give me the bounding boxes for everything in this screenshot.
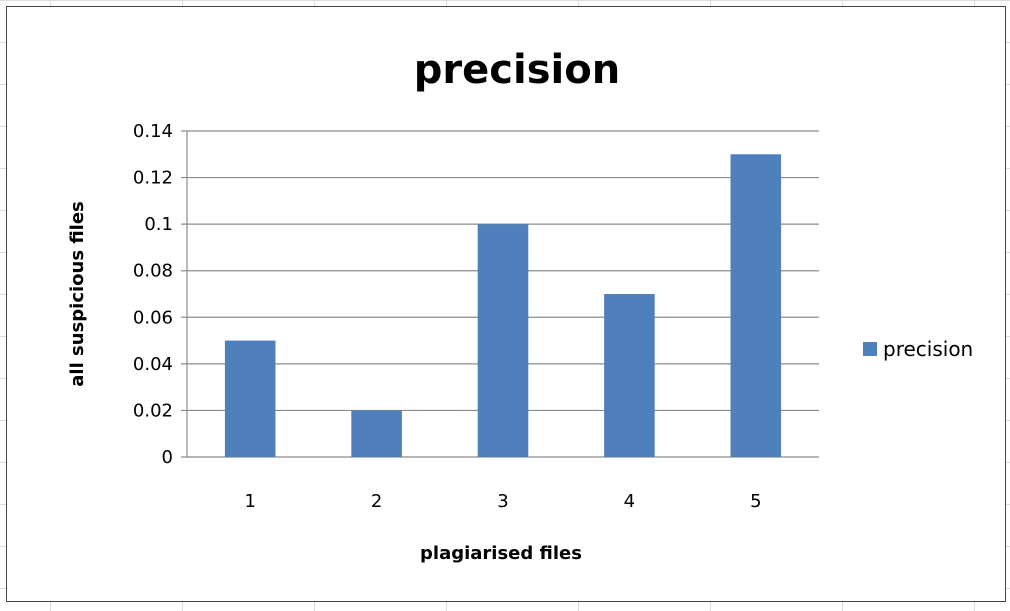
y-tick-label: 0 (162, 447, 173, 468)
x-axis-title: plagiarised files (420, 543, 582, 564)
y-tick-label: 0.12 (133, 168, 173, 189)
y-axis-ticks: 0 0.02 0.04 0.06 0.08 0.1 0.12 0.14 (133, 121, 173, 468)
y-tick-label: 0.02 (133, 400, 173, 421)
bars (224, 154, 782, 458)
legend: precision (863, 337, 973, 361)
bar-chart: precision 0 0.02 0.04 0.06 0.08 0.1 0.12 0.14 1… (67, 47, 973, 564)
x-tick-label: 5 (750, 491, 761, 512)
y-tick-label: 0.14 (133, 121, 173, 142)
bar (224, 340, 276, 457)
x-tick-label: 2 (371, 491, 382, 512)
bar (477, 224, 529, 457)
legend-label: precision (883, 337, 973, 361)
y-tick-label: 0.06 (133, 307, 173, 328)
bar (604, 294, 655, 457)
x-tick-label: 4 (624, 491, 635, 512)
y-tick-label: 0.1 (144, 214, 173, 235)
chart-object[interactable]: precision 0 0.02 0.04 0.06 0.08 0.1 0.12 0.14 1… (6, 6, 1006, 602)
bar (351, 410, 402, 457)
y-tick-label: 0.08 (133, 261, 173, 282)
legend-swatch (863, 342, 877, 356)
bar (730, 154, 782, 458)
y-tick-label: 0.04 (133, 354, 173, 375)
x-axis-ticks: 1 2 3 4 5 (244, 491, 761, 512)
x-tick-label: 3 (497, 491, 508, 512)
chart-title: precision (414, 47, 620, 93)
x-tick-label: 1 (244, 491, 255, 512)
y-axis-title: all suspicious files (67, 201, 88, 386)
